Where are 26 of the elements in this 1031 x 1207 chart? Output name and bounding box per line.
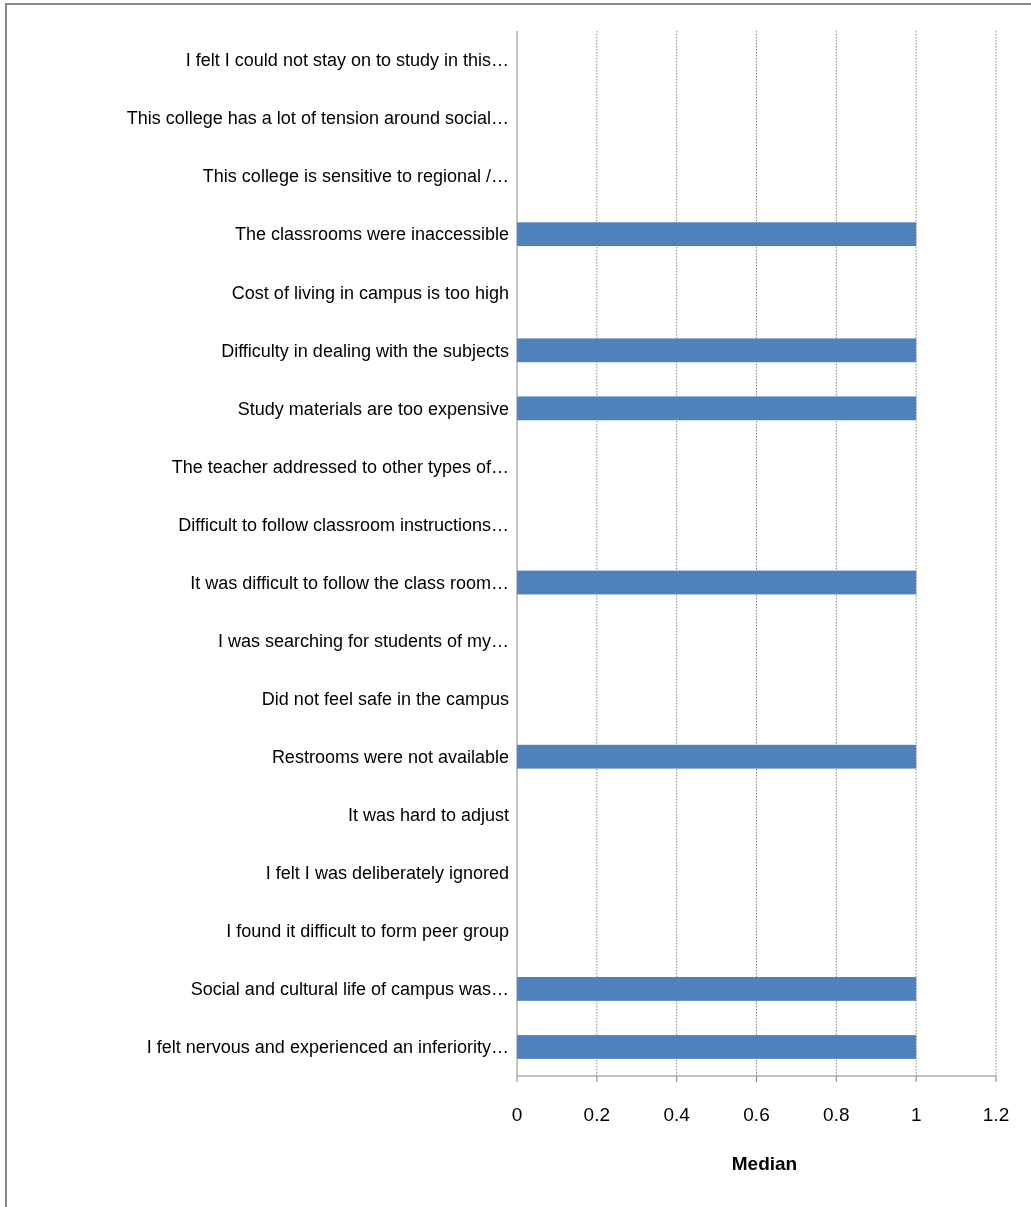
y-tick-label: It was difficult to follow the class room… — [190, 572, 509, 593]
y-tick-label: I felt nervous and experienced an inferiority… — [146, 1037, 509, 1058]
y-tick-label: It was hard to adjust — [347, 805, 509, 826]
y-tick-label: The teacher addressed to other types of… — [171, 456, 509, 477]
y-tick-label: This college has a lot of tension around social… — [126, 108, 509, 129]
y-tick-label: Study materials are too expensive — [237, 398, 509, 419]
x-tick-label: 0.8 — [823, 1104, 850, 1125]
y-tick-label: The classrooms were inaccessible — [234, 224, 509, 245]
y-tick-label: I was searching for students of my… — [217, 630, 509, 651]
x-axis-title: Median — [731, 1153, 798, 1174]
y-tick-label: Difficulty in dealing with the subjects — [221, 340, 509, 361]
y-tick-label: Social and cultural life of campus was… — [190, 979, 509, 1000]
x-tick-label: 1 — [910, 1104, 922, 1125]
x-tick-label: 0.2 — [583, 1104, 611, 1125]
x-tick-label: 0.6 — [743, 1104, 770, 1125]
y-tick-label: Cost of living in campus is too high — [231, 282, 509, 303]
x-tick-label: 0 — [511, 1104, 523, 1125]
x-tick-label: 0.4 — [663, 1104, 691, 1125]
y-tick-label: I felt I was deliberately ignored — [265, 863, 509, 884]
y-tick-label: This college is sensitive to regional /… — [202, 166, 509, 187]
y-tick-label: I felt I could not stay on to study in this… — [185, 50, 509, 71]
y-tick-label: Did not feel safe in the campus — [261, 688, 509, 709]
y-tick-label: I found it difficult to form peer group — [226, 921, 509, 942]
y-tick-label: Restrooms were not available — [271, 746, 509, 767]
y-tick-label: Difficult to follow classroom instructions… — [178, 514, 509, 535]
x-tick-label: 1.2 — [982, 1104, 1010, 1125]
